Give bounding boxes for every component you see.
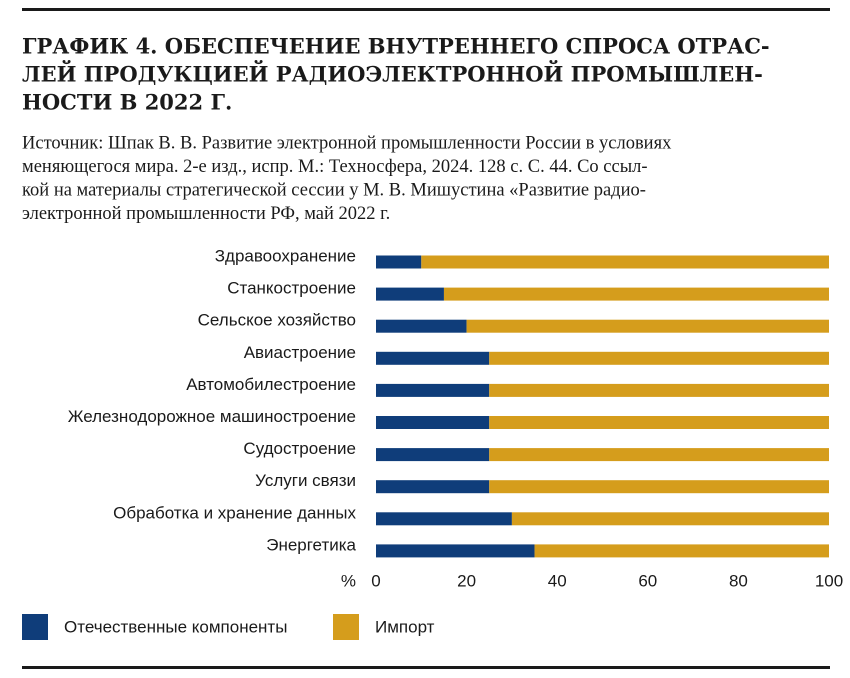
x-tick-label: 80 xyxy=(729,571,748,590)
bar-segment xyxy=(489,416,829,429)
source-note: меняющегося мира. 2-е изд., испр. М.: Те… xyxy=(22,157,648,177)
bar-segment xyxy=(376,319,467,333)
chart-title: ЛЕЙ ПРОДУКЦИЕЙ РАДИОЭЛЕКТРОННОЙ ПРОМЫШЛЕ… xyxy=(22,61,763,87)
bar-segment xyxy=(376,351,490,365)
y-tick-label: Энергетика xyxy=(266,535,356,554)
bar-segment xyxy=(376,416,490,429)
x-tick-label: 60 xyxy=(638,571,657,590)
x-tick-label: 0 xyxy=(371,571,380,590)
top-rule xyxy=(22,8,830,11)
bar-segment xyxy=(376,448,490,462)
bar-segment xyxy=(376,287,444,301)
legend-swatch xyxy=(333,614,359,640)
bar-segment xyxy=(443,287,829,301)
x-axis-label: % xyxy=(341,571,356,590)
bar-segment xyxy=(489,480,829,494)
bar-segment xyxy=(376,480,490,494)
chart-title: НОСТИ В 2022 Г. xyxy=(22,90,232,115)
x-tick-label: 20 xyxy=(457,571,476,590)
source-note: электронной промышленности РФ, май 2022 … xyxy=(22,204,390,224)
bar-segment xyxy=(376,255,422,269)
bar-segment xyxy=(489,448,829,462)
bar-segment xyxy=(466,319,829,333)
bar-segment xyxy=(489,351,829,365)
bar-segment xyxy=(534,544,829,558)
y-tick-label: Авиастроение xyxy=(244,343,356,362)
bar-segment xyxy=(421,255,829,269)
y-tick-label: Обработка и хранение данных xyxy=(113,503,356,522)
bar-segment xyxy=(376,383,490,397)
bar-segment xyxy=(376,544,535,558)
bar-segment xyxy=(511,512,829,526)
y-tick-label: Услуги связи xyxy=(255,471,356,490)
y-tick-label: Сельское хозяйство xyxy=(198,311,356,330)
source-note: Источник: Шпак В. В. Развитие электронно… xyxy=(22,133,672,153)
y-tick-label: Станкостроение xyxy=(227,279,356,298)
chart-title: ГРАФИК 4. ОБЕСПЕЧЕНИЕ ВНУТРЕННЕГО СПРОСА… xyxy=(22,34,770,59)
x-tick-label: 100 xyxy=(815,571,843,590)
y-tick-label: Железнодорожное машиностроение xyxy=(68,407,356,426)
bottom-rule xyxy=(22,666,830,669)
source-note: кой на материалы стратегической сессии у… xyxy=(22,180,646,200)
bar-segment xyxy=(489,383,829,397)
y-tick-label: Судостроение xyxy=(243,439,356,458)
y-tick-label: Здравоохранение xyxy=(215,246,356,265)
legend-label: Импорт xyxy=(375,617,435,636)
y-tick-label: Автомобилестроение xyxy=(186,375,356,394)
bar-segment xyxy=(376,512,512,526)
x-tick-label: 40 xyxy=(548,571,567,590)
legend-swatch xyxy=(22,614,48,640)
legend-label: Отечественные компоненты xyxy=(64,617,287,636)
